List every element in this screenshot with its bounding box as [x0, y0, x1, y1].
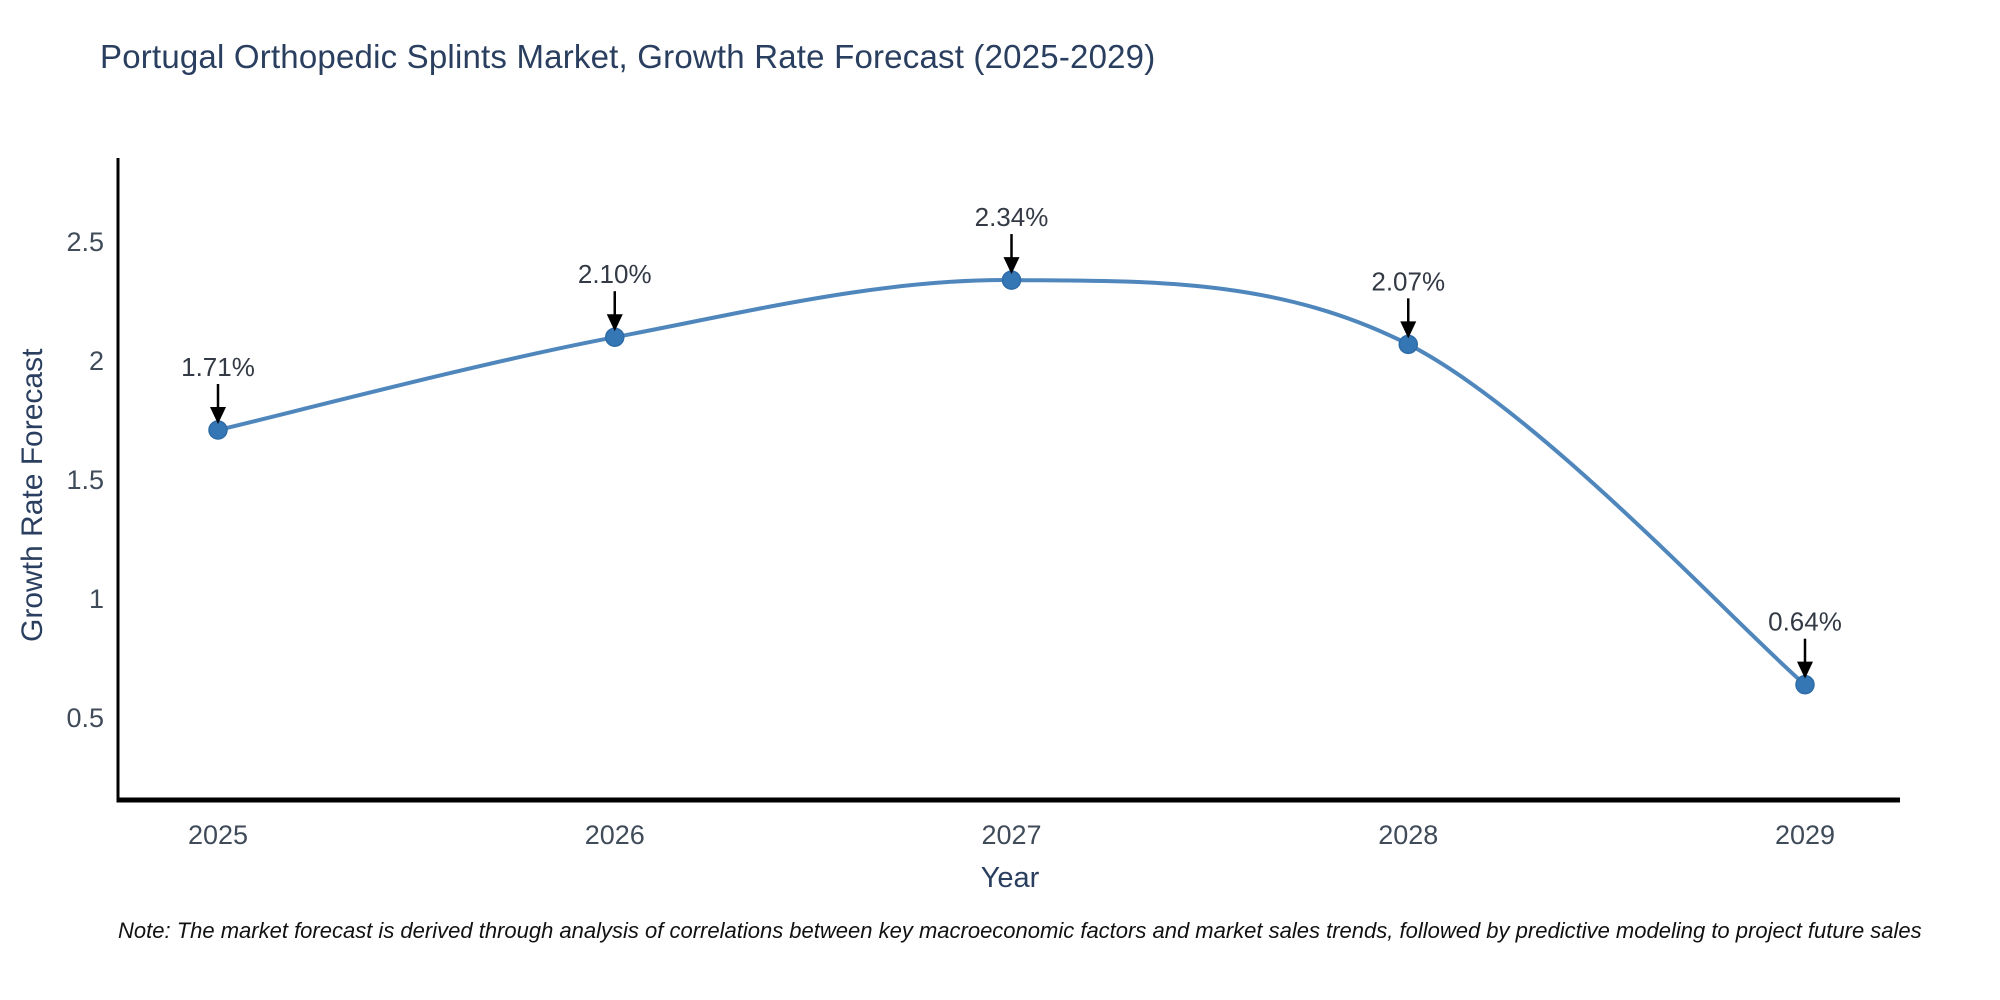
x-tick-label: 2025	[188, 820, 248, 850]
x-tick-label: 2029	[1775, 820, 1835, 850]
annotation-arrow-head	[606, 314, 623, 332]
forecast-line	[216, 278, 1807, 687]
x-tick-label: 2027	[981, 820, 1041, 850]
y-axis-title: Growth Rate Forecast	[16, 348, 49, 642]
x-axis-title: Year	[980, 862, 1040, 894]
footnote: Note: The market forecast is derived thr…	[118, 918, 1922, 943]
data-point-label: 2.34%	[975, 202, 1049, 232]
y-tick-label: 2	[89, 346, 104, 376]
y-tick-label: 1	[89, 584, 104, 614]
x-tick-label: 2026	[585, 820, 645, 850]
annotation-arrow-head	[1400, 321, 1417, 339]
y-tick-label: 1.5	[66, 465, 104, 495]
chart-title: Portugal Orthopedic Splints Market, Grow…	[100, 38, 1156, 75]
annotation-arrow-head	[1797, 661, 1813, 679]
y-tick-label: 2.5	[66, 227, 104, 257]
data-point-label: 2.10%	[578, 259, 652, 289]
data-point-label: 0.64%	[1768, 607, 1842, 637]
data-point-label: 1.71%	[181, 352, 255, 382]
annotation-arrow-head	[1003, 257, 1020, 275]
x-tick-label: 2028	[1378, 820, 1438, 850]
y-tick-label: 0.5	[66, 703, 104, 733]
data-point-label: 2.07%	[1371, 266, 1445, 296]
annotation-arrow-head	[210, 407, 226, 425]
